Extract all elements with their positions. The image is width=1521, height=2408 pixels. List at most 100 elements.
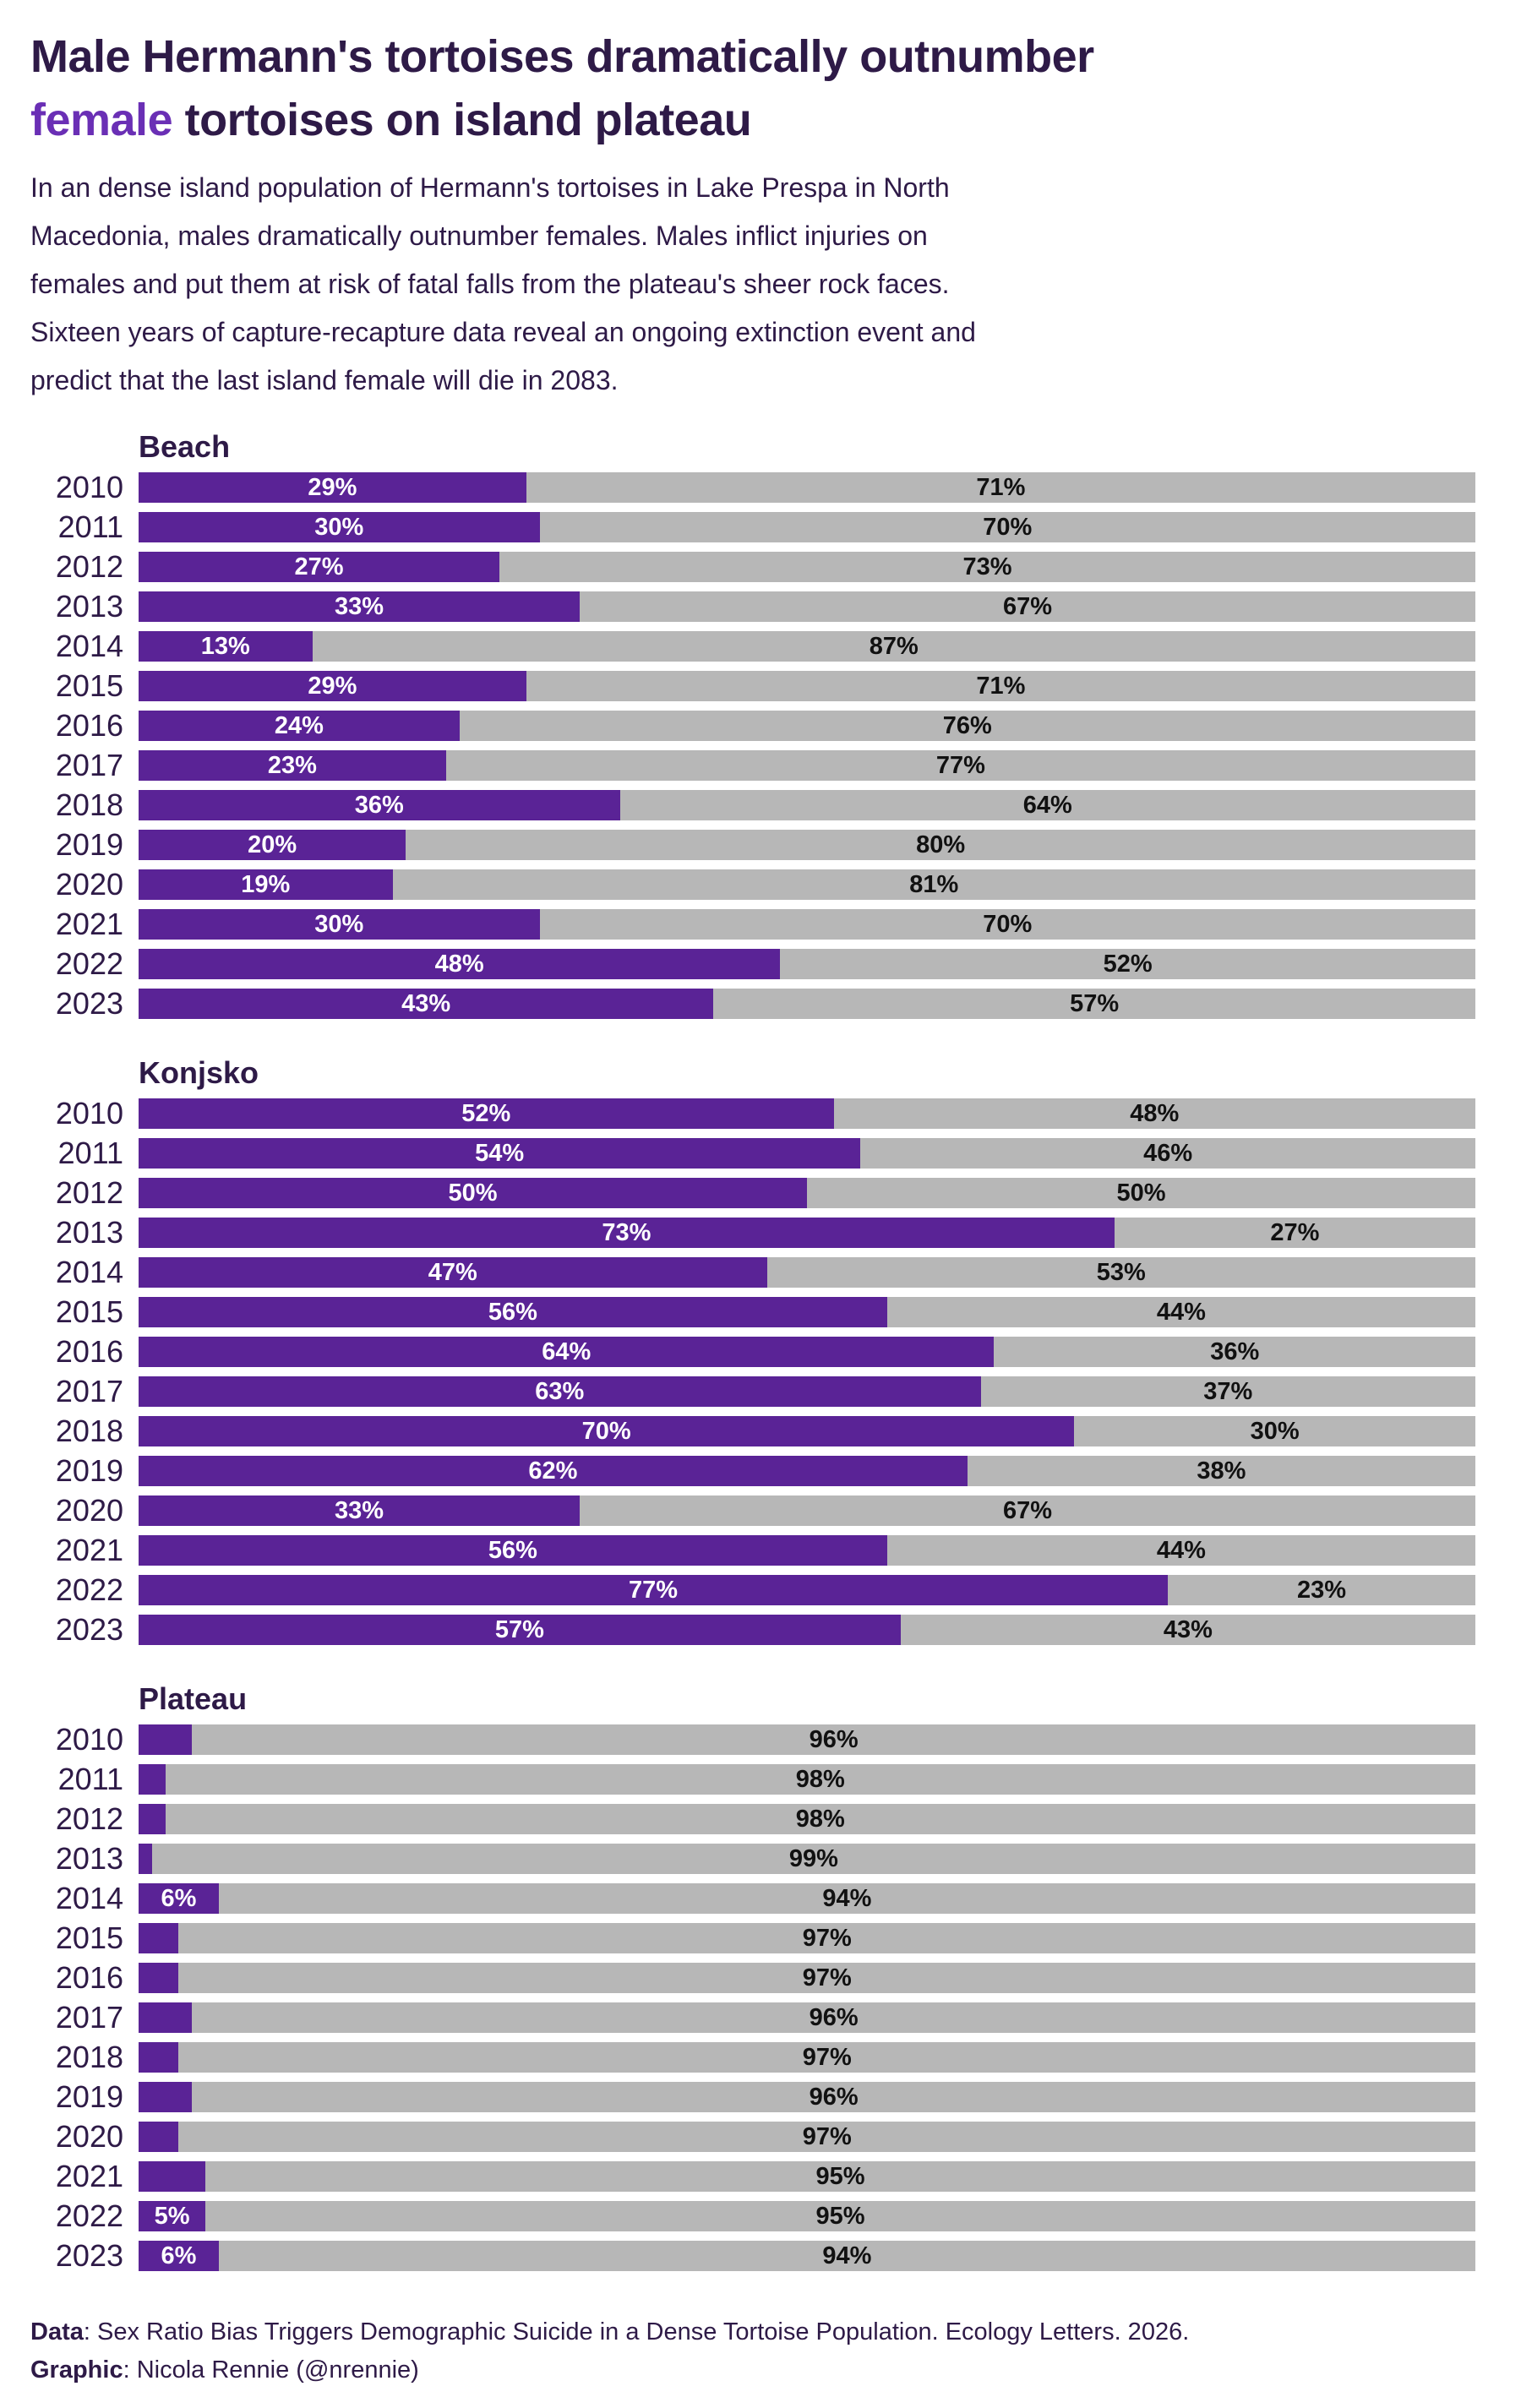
female-bar-segment: 62% xyxy=(139,1456,968,1486)
bar-row: 2018 70% 30% xyxy=(30,1416,1475,1446)
year-label: 2020 xyxy=(55,1493,123,1528)
female-pct-label: 29% xyxy=(308,672,357,700)
bar-row: 2021 95% xyxy=(30,2161,1475,2192)
bar-row: 2012 98% xyxy=(30,1804,1475,1834)
female-bar-segment: 24% xyxy=(139,711,460,741)
section-plateau: Plateau 2010 96% 2011 98% 2012 98% 2013 99% 2014 6… xyxy=(30,1682,1475,2271)
female-pct-label: 23% xyxy=(267,751,317,779)
female-pct-label: 54% xyxy=(475,1139,525,1167)
sex-ratio-bar: 56% 44% xyxy=(139,1297,1475,1327)
sex-ratio-bar: 29% 71% xyxy=(139,472,1475,503)
sex-ratio-bar: 54% 46% xyxy=(139,1138,1475,1169)
male-bar-segment: 94% xyxy=(218,1883,1475,1914)
male-bar-segment: 99% xyxy=(151,1844,1475,1874)
female-pct-label: 50% xyxy=(448,1179,498,1207)
male-bar-segment: 67% xyxy=(580,1495,1475,1526)
subtitle-line: predict that the last island female will… xyxy=(30,365,619,395)
male-bar-segment: 50% xyxy=(807,1178,1475,1208)
male-pct-label: 94% xyxy=(822,1884,872,1912)
bar-row: 2011 30% 70% xyxy=(30,512,1475,542)
year-label: 2021 xyxy=(55,907,123,941)
male-pct-label: 27% xyxy=(1270,1218,1320,1246)
sex-ratio-bar: 43% 57% xyxy=(139,989,1475,1019)
female-pct-label: 5% xyxy=(154,2202,190,2230)
section-title: Plateau xyxy=(139,1681,248,1716)
female-pct-label: 6% xyxy=(161,2242,197,2269)
credits-footer: Data: Sex Ratio Bias Triggers Demographi… xyxy=(30,2313,1475,2389)
female-pct-label: 77% xyxy=(629,1576,679,1604)
male-pct-label: 71% xyxy=(976,473,1026,501)
section-konjsko: Konjsko 2010 52% 48% 2011 54% 46% 2012 50% 50% 201… xyxy=(30,1056,1475,1645)
bar-row: 2021 56% 44% xyxy=(30,1535,1475,1566)
section-title: Beach xyxy=(139,429,231,464)
sex-ratio-bar: 52% 48% xyxy=(139,1098,1475,1129)
year-label: 2019 xyxy=(55,2079,123,2114)
male-pct-label: 97% xyxy=(802,2122,852,2150)
male-pct-label: 97% xyxy=(802,1924,852,1952)
subtitle-line: Macedonia, males dramatically outnumber … xyxy=(30,221,928,251)
female-bar-segment xyxy=(139,2122,179,2152)
male-pct-label: 96% xyxy=(809,1725,859,1753)
female-pct-label: 27% xyxy=(294,553,344,580)
male-bar-segment: 52% xyxy=(780,949,1475,979)
male-pct-label: 30% xyxy=(1250,1417,1300,1445)
section-beach: Beach 2010 29% 71% 2011 30% 70% 2012 27% 73% 2013 3… xyxy=(30,430,1475,1019)
bar-row: 2010 96% xyxy=(30,1724,1475,1755)
page-title: Male Hermann's tortoises dramatically ou… xyxy=(30,25,1475,152)
female-bar-segment: 77% xyxy=(139,1575,1169,1605)
year-label: 2023 xyxy=(55,2238,123,2273)
year-label: 2018 xyxy=(55,787,123,822)
female-pct-label: 13% xyxy=(200,632,250,660)
year-label: 2015 xyxy=(55,1920,123,1955)
year-label: 2013 xyxy=(55,1215,123,1250)
bar-row: 2011 98% xyxy=(30,1764,1475,1795)
male-bar-segment: 73% xyxy=(499,552,1475,582)
female-bar-segment: 27% xyxy=(139,552,500,582)
title-line-1: Male Hermann's tortoises dramatically ou… xyxy=(30,31,1094,82)
male-bar-segment: 96% xyxy=(192,2082,1475,2112)
sex-ratio-bar: 98% xyxy=(139,1764,1475,1795)
male-bar-segment: 38% xyxy=(967,1456,1475,1486)
female-pct-label: 24% xyxy=(274,711,324,739)
female-bar-segment: 19% xyxy=(139,869,393,900)
sex-ratio-bar: 95% xyxy=(139,2161,1475,2192)
female-bar-segment xyxy=(139,1844,152,1874)
female-pct-label: 56% xyxy=(488,1298,537,1326)
sex-ratio-bar: 99% xyxy=(139,1844,1475,1874)
bar-row: 2022 77% 23% xyxy=(30,1575,1475,1605)
sex-ratio-bar: 50% 50% xyxy=(139,1178,1475,1208)
bar-row: 2015 56% 44% xyxy=(30,1297,1475,1327)
bar-row: 2021 30% 70% xyxy=(30,909,1475,940)
male-bar-segment: 43% xyxy=(900,1615,1475,1645)
male-pct-label: 96% xyxy=(809,2083,859,2111)
male-pct-label: 50% xyxy=(1116,1179,1166,1207)
sex-ratio-bar: 36% 64% xyxy=(139,790,1475,820)
female-bar-segment: 52% xyxy=(139,1098,834,1129)
year-label: 2011 xyxy=(57,1762,123,1796)
year-label: 2010 xyxy=(55,470,123,504)
sex-ratio-bar: 96% xyxy=(139,2082,1475,2112)
bar-row: 2012 50% 50% xyxy=(30,1178,1475,1208)
male-pct-label: 97% xyxy=(802,2043,852,2071)
female-bar-segment: 5% xyxy=(139,2201,206,2231)
sex-ratio-bar: 77% 23% xyxy=(139,1575,1475,1605)
sex-ratio-bar: 98% xyxy=(139,1804,1475,1834)
female-bar-segment: 43% xyxy=(139,989,714,1019)
year-label: 2023 xyxy=(55,1612,123,1647)
year-label: 2018 xyxy=(55,1414,123,1448)
footer-data-label: Data xyxy=(30,2318,84,2345)
male-pct-label: 70% xyxy=(983,513,1033,541)
female-bar-segment: 30% xyxy=(139,512,540,542)
bar-row: 2023 6% 94% xyxy=(30,2241,1475,2271)
male-bar-segment: 53% xyxy=(766,1257,1475,1288)
year-label: 2013 xyxy=(55,1841,123,1876)
year-label: 2022 xyxy=(55,946,123,981)
male-pct-label: 80% xyxy=(916,831,966,858)
male-bar-segment: 96% xyxy=(192,1724,1475,1755)
bar-row: 2010 29% 71% xyxy=(30,472,1475,503)
sex-ratio-bar: 96% xyxy=(139,2002,1475,2033)
female-pct-label: 70% xyxy=(581,1417,631,1445)
male-pct-label: 67% xyxy=(1002,592,1053,620)
male-bar-segment: 77% xyxy=(445,750,1475,781)
